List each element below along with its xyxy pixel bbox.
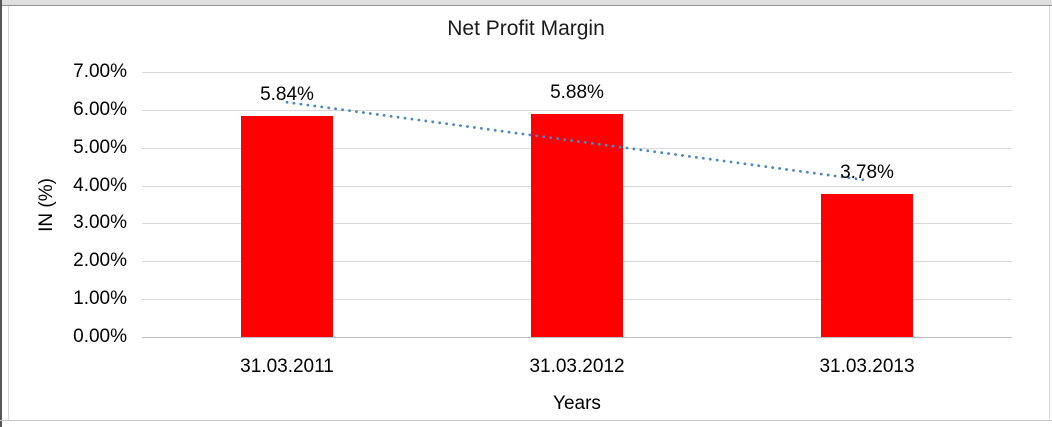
bar-31.03.2011 [241, 115, 333, 337]
x-axis-line [142, 337, 1012, 338]
x-tick-label: 31.03.2012 [529, 356, 625, 377]
top-border-strip [0, 0, 1052, 6]
gridline [142, 72, 1012, 73]
y-tick-label: 4.00% [73, 175, 127, 196]
y-tick-label: 1.00% [73, 288, 127, 309]
x-tick-label: 31.03.2013 [819, 356, 915, 377]
data-label: 5.84% [260, 83, 314, 105]
gridline [142, 110, 1012, 111]
bottom-border-line [0, 420, 1052, 421]
y-tick-label: 3.00% [73, 212, 127, 233]
left-inner-border-line [8, 6, 9, 420]
data-label: 3.78% [840, 161, 894, 183]
y-tick-label: 0.00% [73, 326, 127, 347]
right-inner-border-line [1049, 6, 1050, 420]
left-border-line [0, 0, 2, 427]
y-tick-label: 6.00% [73, 99, 127, 120]
chart-title: Net Profit Margin [447, 17, 605, 40]
bar-31.03.2012 [531, 114, 623, 337]
data-label: 5.88% [550, 82, 604, 104]
y-tick-label: 5.00% [73, 137, 127, 158]
y-tick-label: 2.00% [73, 250, 127, 271]
x-tick-label: 31.03.2011 [240, 356, 334, 377]
x-axis-title: Years [553, 393, 601, 414]
bar-31.03.2013 [821, 193, 913, 337]
y-tick-label: 7.00% [73, 61, 127, 82]
